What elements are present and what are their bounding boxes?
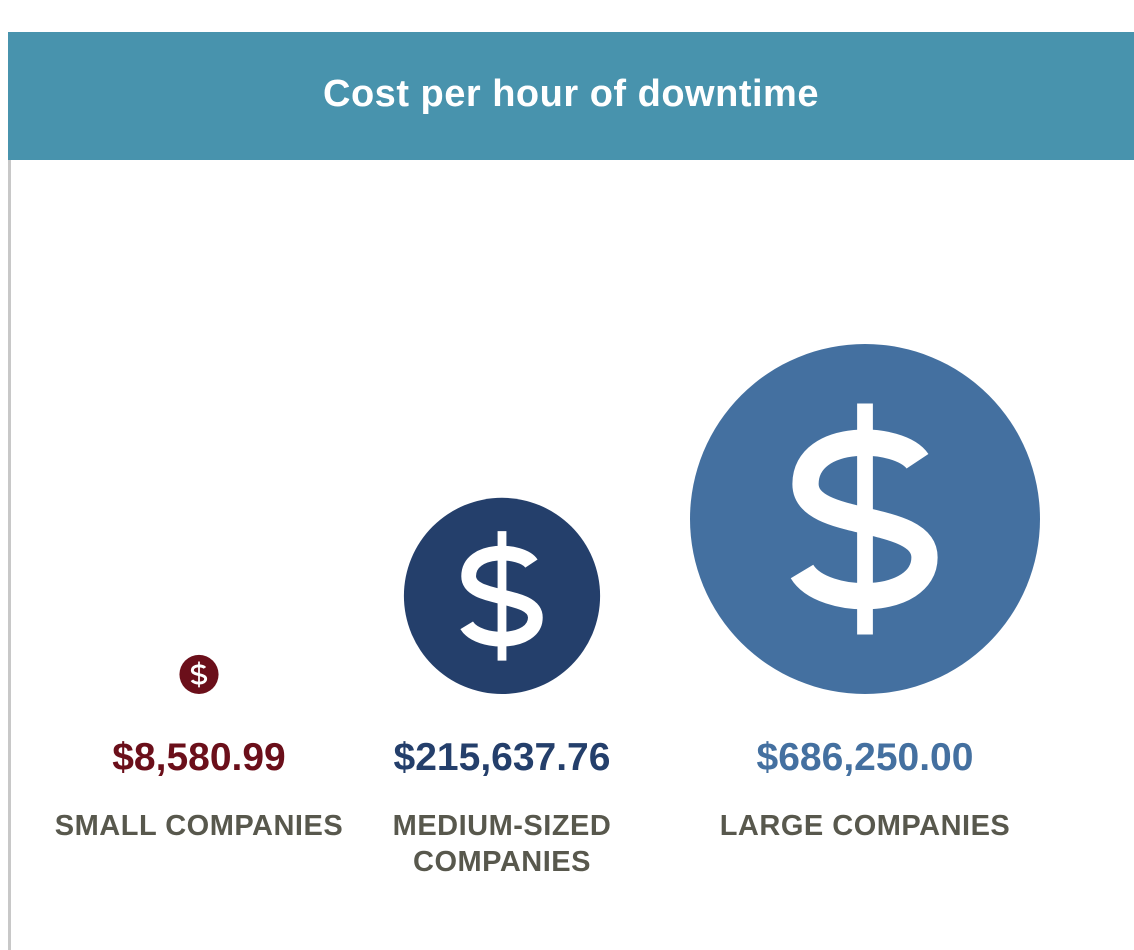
chart-title: Cost per hour of downtime: [8, 32, 1134, 160]
value-label: $686,250.00: [756, 736, 974, 779]
value-label: $215,637.76: [393, 736, 611, 779]
value-label: $8,580.99: [112, 736, 286, 779]
dollar-icon: [190, 661, 208, 688]
category-label: LARGE COMPANIES: [719, 810, 1011, 842]
panel-border: [8, 160, 11, 950]
dollar-icon: [790, 403, 938, 635]
dollar-icon: [460, 531, 543, 661]
category-label: SMALL COMPANIES: [54, 810, 344, 842]
category-label: MEDIUM-SIZED COMPANIES: [392, 810, 612, 878]
